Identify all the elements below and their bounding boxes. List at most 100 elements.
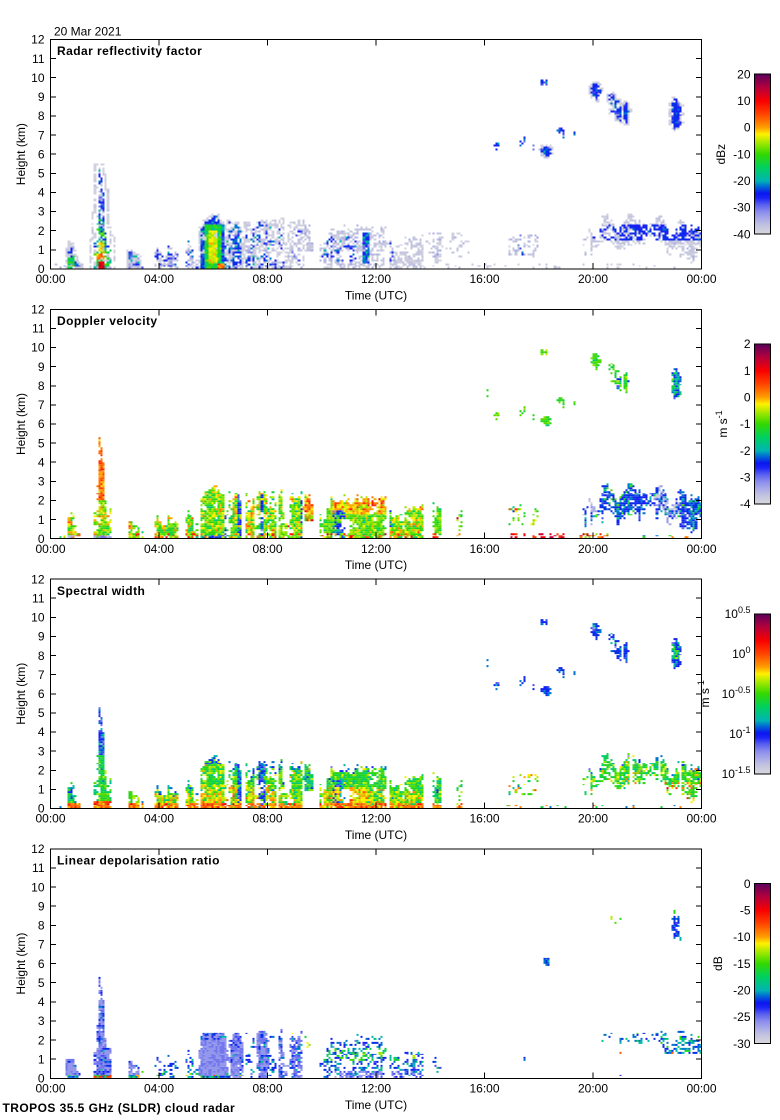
svg-text:6: 6: [38, 417, 45, 431]
svg-text:2: 2: [744, 337, 751, 351]
svg-text:0: 0: [38, 532, 45, 546]
svg-text:dB: dB: [711, 956, 725, 971]
svg-text:5: 5: [38, 706, 45, 720]
svg-text:3: 3: [38, 1014, 45, 1028]
svg-text:-10: -10: [733, 930, 751, 944]
svg-text:-30: -30: [733, 201, 751, 215]
svg-text:04:00: 04:00: [144, 542, 174, 556]
svg-text:TROPOS 35.5 GHz (SLDR) cloud r: TROPOS 35.5 GHz (SLDR) cloud radar: [3, 1101, 236, 1115]
svg-text:9: 9: [38, 900, 45, 914]
svg-text:Height (km): Height (km): [14, 393, 28, 455]
svg-text:12: 12: [31, 842, 45, 856]
svg-text:16:00: 16:00: [469, 542, 499, 556]
svg-text:20:00: 20:00: [578, 542, 608, 556]
svg-text:8: 8: [38, 379, 45, 393]
svg-text:9: 9: [38, 360, 45, 374]
svg-text:20: 20: [737, 67, 751, 81]
svg-text:1: 1: [38, 513, 45, 527]
svg-text:Radar reflectivity factor: Radar reflectivity factor: [57, 44, 202, 58]
svg-text:2: 2: [38, 494, 45, 508]
svg-text:20:00: 20:00: [578, 812, 608, 826]
svg-text:00:00: 00:00: [686, 542, 716, 556]
svg-text:0: 0: [38, 262, 45, 276]
svg-text:20:00: 20:00: [578, 272, 608, 286]
svg-text:-1: -1: [740, 417, 751, 431]
svg-text:00:00: 00:00: [35, 272, 65, 286]
svg-text:5: 5: [38, 976, 45, 990]
svg-text:0: 0: [38, 1072, 45, 1086]
svg-text:04:00: 04:00: [144, 1082, 174, 1096]
svg-text:08:00: 08:00: [252, 1082, 282, 1096]
svg-text:0: 0: [744, 877, 751, 891]
svg-text:04:00: 04:00: [144, 812, 174, 826]
svg-text:11: 11: [32, 52, 45, 66]
svg-text:7: 7: [38, 938, 45, 952]
svg-text:8: 8: [38, 919, 45, 933]
svg-text:0: 0: [744, 391, 751, 405]
svg-text:3: 3: [38, 205, 45, 219]
svg-text:4: 4: [38, 186, 45, 200]
svg-text:5: 5: [38, 167, 45, 181]
svg-text:-40: -40: [733, 227, 751, 241]
svg-text:2: 2: [38, 224, 45, 238]
svg-text:5: 5: [38, 436, 45, 450]
svg-text:-3: -3: [740, 471, 751, 485]
svg-text:Time (UTC): Time (UTC): [345, 558, 407, 572]
svg-text:12:00: 12:00: [361, 542, 391, 556]
svg-text:00:00: 00:00: [686, 1082, 716, 1096]
svg-text:6: 6: [38, 147, 45, 161]
svg-text:11: 11: [32, 861, 45, 875]
svg-text:-25: -25: [733, 1010, 751, 1024]
svg-text:6: 6: [38, 687, 45, 701]
svg-text:3: 3: [38, 475, 45, 489]
svg-text:10: 10: [737, 94, 751, 108]
svg-text:16:00: 16:00: [469, 1082, 499, 1096]
svg-text:12:00: 12:00: [361, 1082, 391, 1096]
svg-text:0: 0: [38, 802, 45, 816]
svg-text:-4: -4: [740, 497, 751, 511]
svg-text:0: 0: [744, 121, 751, 135]
svg-text:7: 7: [38, 668, 45, 682]
svg-text:1: 1: [38, 1052, 45, 1066]
svg-text:11: 11: [32, 322, 45, 336]
svg-text:dBz: dBz: [714, 144, 728, 165]
svg-text:9: 9: [38, 630, 45, 644]
svg-text:2: 2: [38, 1033, 45, 1047]
svg-text:-2: -2: [740, 444, 751, 458]
svg-text:Time (UTC): Time (UTC): [345, 288, 407, 302]
svg-text:-20: -20: [733, 984, 751, 998]
svg-text:7: 7: [38, 128, 45, 142]
svg-text:00:00: 00:00: [35, 542, 65, 556]
svg-text:20:00: 20:00: [578, 1082, 608, 1096]
svg-text:10: 10: [31, 341, 45, 355]
svg-text:3: 3: [38, 744, 45, 758]
svg-text:Time (UTC): Time (UTC): [345, 828, 407, 842]
svg-text:4: 4: [38, 995, 45, 1009]
svg-text:1: 1: [744, 364, 751, 378]
svg-text:8: 8: [38, 649, 45, 663]
svg-text:12: 12: [31, 572, 45, 586]
svg-text:Height (km): Height (km): [14, 123, 28, 185]
svg-text:00:00: 00:00: [686, 812, 716, 826]
svg-text:Linear depolarisation ratio: Linear depolarisation ratio: [57, 854, 220, 868]
svg-text:00:00: 00:00: [686, 272, 716, 286]
svg-text:-20: -20: [733, 174, 751, 188]
svg-text:4: 4: [38, 455, 45, 469]
svg-text:Doppler velocity: Doppler velocity: [57, 314, 158, 328]
svg-text:7: 7: [38, 398, 45, 412]
svg-text:12: 12: [31, 33, 45, 47]
svg-text:10: 10: [31, 880, 45, 894]
svg-text:1: 1: [38, 243, 45, 257]
svg-text:10: 10: [31, 611, 45, 625]
svg-text:12:00: 12:00: [361, 272, 391, 286]
svg-text:16:00: 16:00: [469, 272, 499, 286]
svg-text:12:00: 12:00: [361, 812, 391, 826]
svg-text:20 Mar 2021: 20 Mar 2021: [54, 25, 122, 39]
svg-text:-10: -10: [733, 147, 751, 161]
svg-text:08:00: 08:00: [252, 272, 282, 286]
svg-text:-15: -15: [733, 957, 751, 971]
svg-text:Spectral width: Spectral width: [57, 584, 145, 598]
svg-text:10: 10: [31, 71, 45, 85]
svg-text:Time (UTC): Time (UTC): [345, 1098, 407, 1112]
svg-text:8: 8: [38, 109, 45, 123]
